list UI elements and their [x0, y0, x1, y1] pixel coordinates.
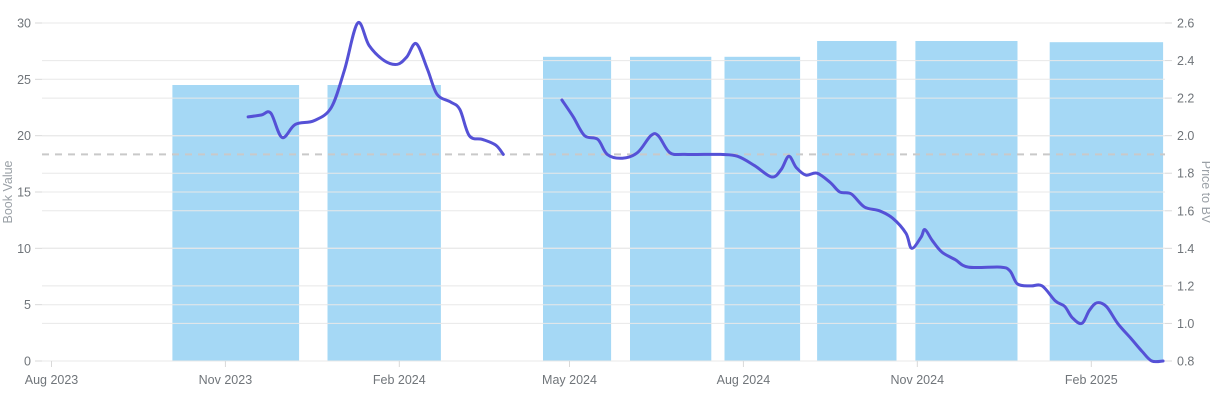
x-axis-tick-label: Aug 2023: [25, 373, 79, 387]
x-axis-tick-label: Aug 2024: [717, 373, 771, 387]
y-left-tick-label: 10: [17, 242, 31, 256]
y-left-axis-title: Book Value: [1, 160, 15, 223]
y-right-tick-label: 1.8: [1177, 167, 1194, 181]
y-right-tick-label: 2.2: [1177, 92, 1194, 106]
y-right-tick-label: 1.4: [1177, 242, 1194, 256]
y-right-tick-label: 1.6: [1177, 204, 1194, 218]
y-right-tick-label: 2.6: [1177, 17, 1194, 31]
y-right-tick-label: 0.8: [1177, 355, 1194, 369]
book-value-bar: [543, 56, 612, 362]
y-left-tick-label: 30: [17, 17, 31, 31]
y-left-tick-label: 0: [24, 355, 31, 369]
book-value-bar: [1049, 42, 1164, 361]
book-value-bar: [724, 56, 801, 362]
x-axis-tick-label: Feb 2025: [1065, 373, 1118, 387]
y-right-axis-title: Price to BV: [1199, 161, 1210, 224]
book-value-bar: [630, 56, 712, 362]
axis-ticks-layer: Aug 2023 Nov 2023 Feb 2024 May 2024 Aug 2024…: [17, 17, 1194, 388]
price-to-bv-line: [560, 98, 1165, 364]
x-axis-tick-label: Nov 2024: [891, 373, 945, 387]
book-value-bar: [172, 85, 300, 361]
gridlines-layer: [42, 22, 1165, 362]
y-left-tick-label: 15: [17, 186, 31, 200]
y-right-tick-label: 2.0: [1177, 129, 1194, 143]
y-left-tick-label: 5: [24, 298, 31, 312]
x-axis-tick-label: Nov 2023: [199, 373, 253, 387]
y-right-tick-label: 1.0: [1177, 317, 1194, 331]
y-left-tick-label: 25: [17, 73, 31, 87]
x-axis-tick-label: May 2024: [542, 373, 597, 387]
y-right-tick-label: 1.2: [1177, 279, 1194, 293]
book-value-bar: [327, 85, 441, 361]
y-left-tick-label: 20: [17, 129, 31, 143]
y-right-tick-label: 2.4: [1177, 54, 1194, 68]
book-value-bar: [915, 41, 1018, 361]
price-to-bv-line-layer: [246, 21, 1165, 364]
price-to-bv-line: [246, 21, 505, 156]
book-value-bars-layer: [172, 41, 1164, 362]
x-axis-tick-label: Feb 2024: [373, 373, 426, 387]
